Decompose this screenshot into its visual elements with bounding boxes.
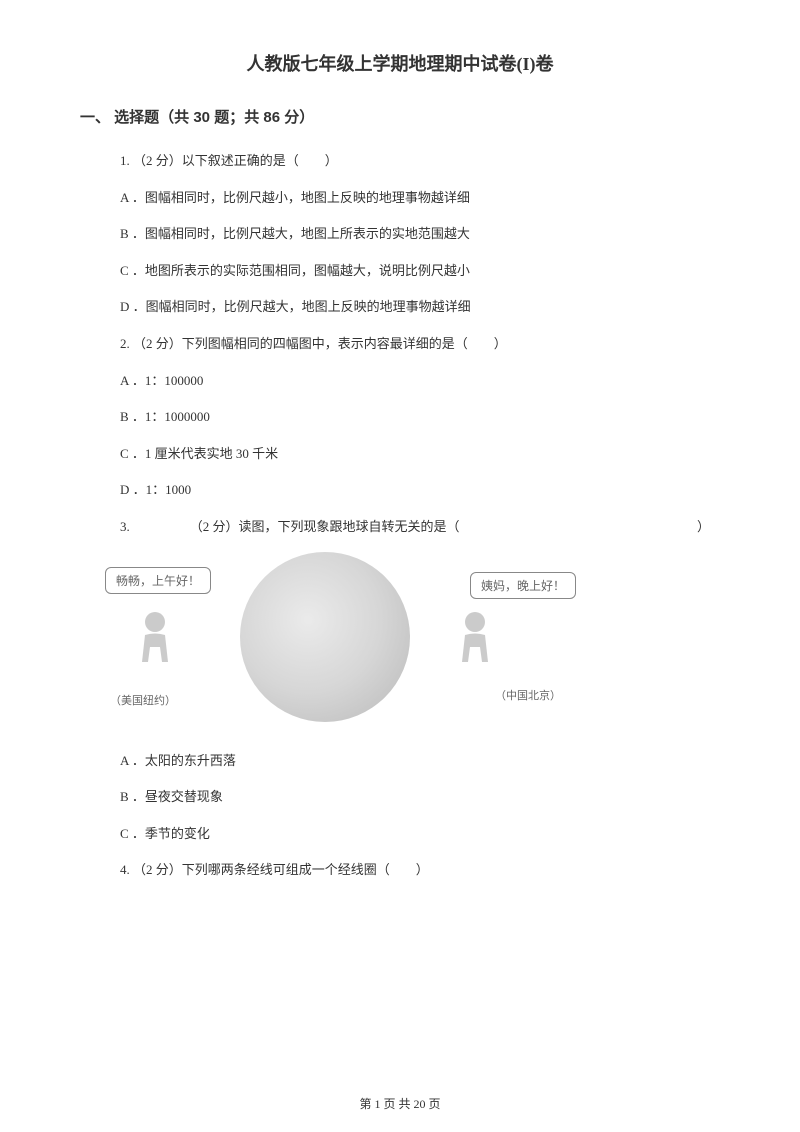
q3-option-b: B ．昼夜交替现象 xyxy=(120,783,720,812)
person-left-icon xyxy=(130,607,180,687)
speech-bubble-right: 姨妈，晚上好！ xyxy=(470,572,576,599)
q3-figure: 畅畅，上午好！ （美国纽约） 姨妈，晚上好！ （中国北京） xyxy=(100,552,720,732)
page-footer: 第 1 页 共 20 页 xyxy=(0,1095,800,1112)
q2-option-a: A ．1：100000 xyxy=(120,367,720,396)
q1-option-c: C ．地图所表示的实际范围相同，图幅越大，说明比例尺越小 xyxy=(120,257,720,286)
globe-icon xyxy=(240,552,410,722)
q3-text: （2 分）读图，下列现象跟地球自转无关的是（ xyxy=(190,513,697,542)
q4-stem: 4. （2 分）下列哪两条经线可组成一个经线圈（ ） xyxy=(120,856,720,885)
q2-option-b: B ．1：1000000 xyxy=(120,403,720,432)
q1-option-b: B ．图幅相同时，比例尺越大，地图上所表示的实地范围越大 xyxy=(120,220,720,249)
person-label-right: （中国北京） xyxy=(495,687,561,703)
section-header: 一、 选择题（共 30 题；共 86 分） xyxy=(80,106,720,127)
q3-paren: ） xyxy=(697,513,710,542)
q2-option-d: D ．1：1000 xyxy=(120,476,720,505)
q2-option-c: C ．1 厘米代表实地 30 千米 xyxy=(120,440,720,469)
person-label-left: （美国纽约） xyxy=(110,692,176,708)
q3-stem: 3. （2 分）读图，下列现象跟地球自转无关的是（ ） xyxy=(120,513,710,542)
speech-bubble-left: 畅畅，上午好！ xyxy=(105,567,211,594)
q3-option-a: A ．太阳的东升西落 xyxy=(120,747,720,776)
q1-stem: 1. （2 分）以下叙述正确的是（ ） xyxy=(120,147,720,176)
q3-number: 3. xyxy=(120,513,130,542)
q1-option-a: A ．图幅相同时，比例尺越小，地图上反映的地理事物越详细 xyxy=(120,184,720,213)
page-title: 人教版七年级上学期地理期中试卷(I)卷 xyxy=(80,50,720,76)
person-right-icon xyxy=(450,607,500,687)
q3-option-c: C ．季节的变化 xyxy=(120,820,720,849)
q1-option-d: D ．图幅相同时，比例尺越大，地图上反映的地理事物越详细 xyxy=(120,293,720,322)
q2-stem: 2. （2 分）下列图幅相同的四幅图中，表示内容最详细的是（ ） xyxy=(120,330,720,359)
